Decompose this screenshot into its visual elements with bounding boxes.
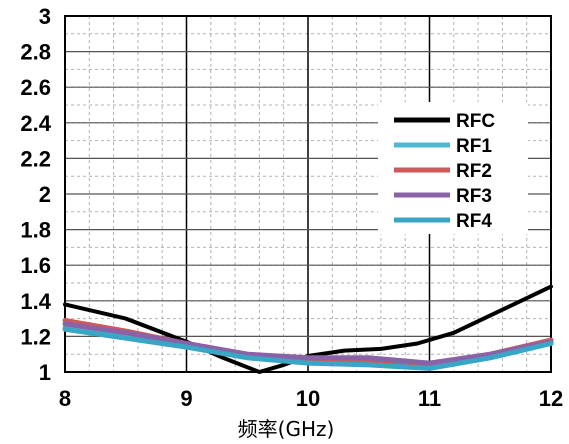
series-layer	[62, 284, 554, 374]
y-tick-label: 1.8	[20, 218, 51, 243]
legend: RFC RF1 RF2 RF3 RF4	[378, 102, 528, 234]
y-tick-label: 2.8	[20, 40, 51, 65]
y-tick-label: 3	[39, 4, 51, 29]
legend-label-rf2: RF2	[456, 161, 492, 182]
legend-label-rf4: RF4	[456, 211, 492, 232]
series-line-rf3	[62, 321, 554, 366]
y-tick-label: 1.4	[20, 289, 51, 314]
x-tick-label: 12	[539, 386, 563, 411]
x-tick-label: 8	[59, 386, 71, 411]
y-tick-label: 2.6	[20, 75, 51, 100]
x-tick-label: 9	[180, 386, 192, 411]
plot-frame	[64, 15, 552, 373]
y-tick-label: 2.4	[20, 111, 51, 136]
x-axis-ticks: 8 9 10 11 12	[59, 386, 563, 411]
x-tick-label: 10	[296, 386, 320, 411]
x-axis-title: 频率(GHz)	[238, 417, 335, 441]
y-tick-label: 2.2	[20, 146, 51, 171]
legend-label-rfc: RFC	[456, 111, 495, 132]
y-tick-label: 1	[39, 360, 51, 385]
y-tick-label: 1.2	[20, 324, 51, 349]
legend-label-rf3: RF3	[456, 186, 492, 207]
y-tick-label: 1.6	[20, 253, 51, 278]
y-tick-label: 2	[39, 182, 51, 207]
legend-label-rf1: RF1	[456, 136, 492, 157]
series-line-rf4	[62, 326, 554, 371]
y-axis-ticks: 1 1.2 1.4 1.6 1.8 2 2.2 2.4 2.6 2.8 3	[20, 4, 51, 385]
x-tick-label: 11	[418, 386, 441, 411]
